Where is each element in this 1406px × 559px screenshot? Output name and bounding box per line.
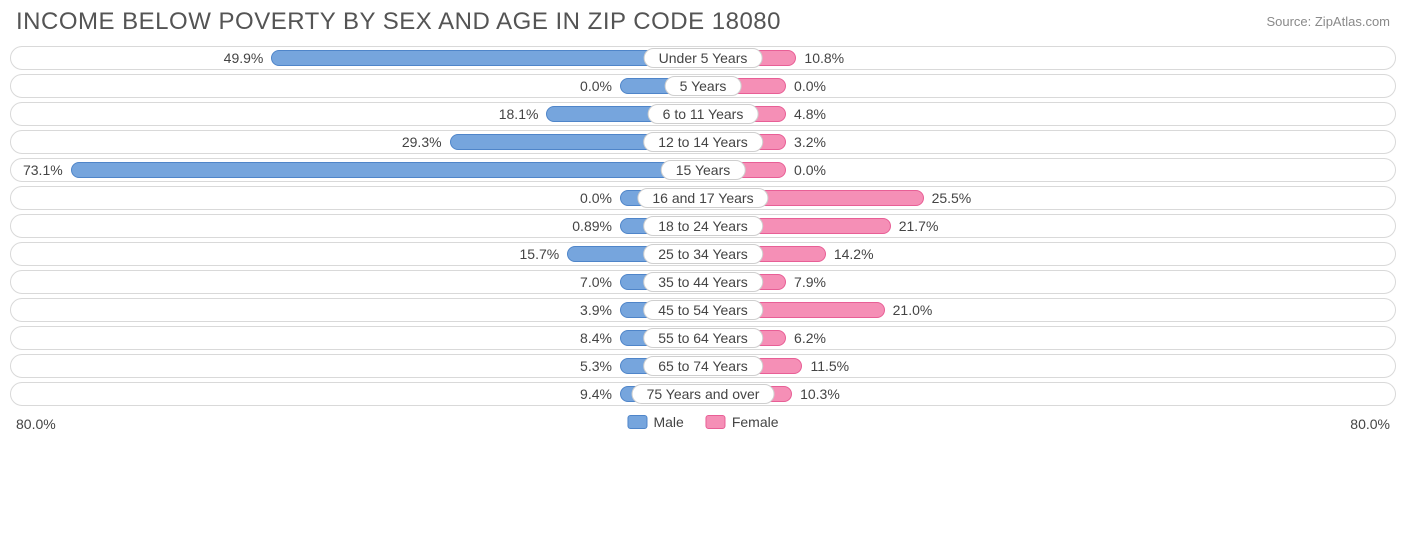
male-value: 9.4% [580, 383, 612, 405]
chart-row: 3.9% 21.0% 45 to 54 Years [10, 298, 1396, 322]
male-value: 29.3% [402, 131, 442, 153]
category-label: 12 to 14 Years [643, 132, 763, 152]
female-value: 0.0% [794, 75, 826, 97]
swatch-female [706, 415, 726, 429]
swatch-male [627, 415, 647, 429]
legend-male: Male [627, 414, 683, 430]
category-label: 25 to 34 Years [643, 244, 763, 264]
chart-row: 15.7% 14.2% 25 to 34 Years [10, 242, 1396, 266]
category-label: 16 and 17 Years [637, 188, 768, 208]
chart-row: 0.0% 0.0% 5 Years [10, 74, 1396, 98]
male-value: 15.7% [520, 243, 560, 265]
female-value: 25.5% [932, 187, 972, 209]
chart-row: 9.4% 10.3% 75 Years and over [10, 382, 1396, 406]
male-value: 8.4% [580, 327, 612, 349]
male-value: 0.89% [572, 215, 612, 237]
male-value: 7.0% [580, 271, 612, 293]
category-label: 45 to 54 Years [643, 300, 763, 320]
category-label: Under 5 Years [644, 48, 763, 68]
female-value: 7.9% [794, 271, 826, 293]
chart-row: 73.1% 0.0% 15 Years [10, 158, 1396, 182]
female-value: 14.2% [834, 243, 874, 265]
chart-row: 7.0% 7.9% 35 to 44 Years [10, 270, 1396, 294]
chart-row: 49.9% 10.8% Under 5 Years [10, 46, 1396, 70]
category-label: 75 Years and over [632, 384, 775, 404]
female-value: 21.7% [899, 215, 939, 237]
chart-row: 0.0% 25.5% 16 and 17 Years [10, 186, 1396, 210]
chart-row: 18.1% 4.8% 6 to 11 Years [10, 102, 1396, 126]
poverty-chart: INCOME BELOW POVERTY BY SEX AND AGE IN Z… [0, 0, 1406, 559]
chart-row: 29.3% 3.2% 12 to 14 Years [10, 130, 1396, 154]
male-value: 49.9% [224, 47, 264, 69]
chart-row: 0.89% 21.7% 18 to 24 Years [10, 214, 1396, 238]
male-value: 5.3% [580, 355, 612, 377]
category-label: 65 to 74 Years [643, 356, 763, 376]
chart-row: 5.3% 11.5% 65 to 74 Years [10, 354, 1396, 378]
category-label: 6 to 11 Years [648, 104, 759, 124]
female-value: 0.0% [794, 159, 826, 181]
legend-female-label: Female [732, 414, 779, 430]
chart-row: 8.4% 6.2% 55 to 64 Years [10, 326, 1396, 350]
male-value: 3.9% [580, 299, 612, 321]
axis-max-left: 80.0% [16, 416, 56, 432]
chart-source: Source: ZipAtlas.com [1266, 8, 1390, 29]
chart-footer: 80.0% Male Female 80.0% [10, 412, 1396, 440]
category-label: 55 to 64 Years [643, 328, 763, 348]
category-label: 5 Years [665, 76, 742, 96]
legend-female: Female [706, 414, 779, 430]
chart-rows: 49.9% 10.8% Under 5 Years 0.0% 0.0% 5 Years 18… [10, 46, 1396, 406]
female-value: 21.0% [893, 299, 933, 321]
male-value: 0.0% [580, 75, 612, 97]
chart-title: INCOME BELOW POVERTY BY SEX AND AGE IN Z… [16, 8, 781, 36]
category-label: 35 to 44 Years [643, 272, 763, 292]
category-label: 15 Years [661, 160, 746, 180]
male-value: 18.1% [499, 103, 539, 125]
category-label: 18 to 24 Years [643, 216, 763, 236]
female-value: 6.2% [794, 327, 826, 349]
female-value: 10.3% [800, 383, 840, 405]
legend-male-label: Male [653, 414, 683, 430]
female-value: 11.5% [810, 355, 849, 377]
male-bar [71, 162, 703, 178]
male-value: 73.1% [23, 159, 63, 181]
female-value: 3.2% [794, 131, 826, 153]
male-value: 0.0% [580, 187, 612, 209]
female-value: 4.8% [794, 103, 826, 125]
legend: Male Female [627, 414, 778, 430]
female-value: 10.8% [804, 47, 844, 69]
chart-header: INCOME BELOW POVERTY BY SEX AND AGE IN Z… [10, 8, 1396, 46]
male-bar [271, 50, 703, 66]
axis-max-right: 80.0% [1350, 416, 1390, 432]
